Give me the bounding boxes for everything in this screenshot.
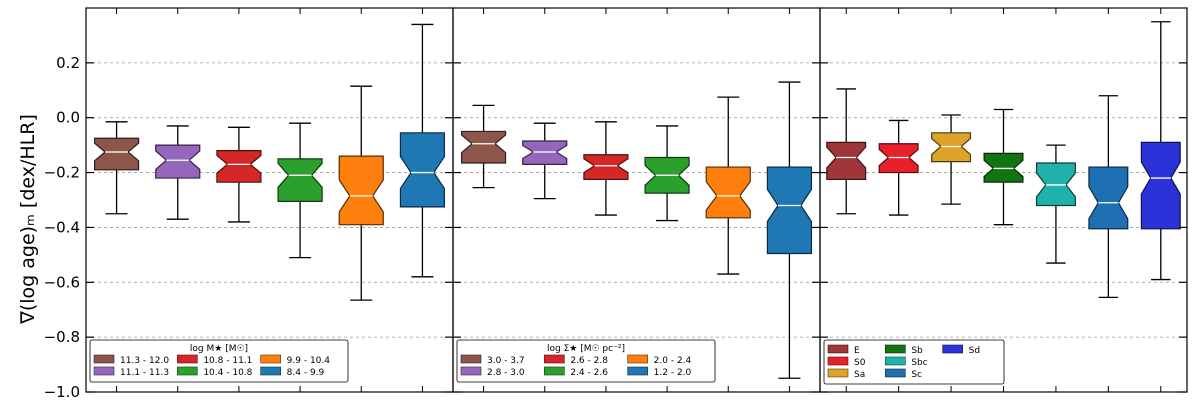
y-tick-label: 0.0 — [56, 109, 80, 127]
axes-frames — [85, 7, 1188, 393]
box-E — [826, 88, 867, 215]
box-10-4-10-8 — [277, 122, 323, 259]
box-9-9-10-4 — [338, 85, 384, 301]
legend-label: Sd — [969, 346, 980, 356]
legend-swatch — [93, 354, 115, 364]
legend-swatch — [177, 354, 198, 364]
box-body — [277, 158, 323, 202]
box-body — [338, 155, 384, 226]
y-tick-label: −0.6 — [44, 273, 80, 291]
legend-swatch — [544, 366, 565, 376]
legend-label: Sbc — [911, 358, 927, 368]
box-2-0-2-4 — [705, 96, 751, 275]
legend-swatch — [827, 344, 849, 354]
box-body — [766, 166, 813, 255]
legend-label: 2.8 - 3.0 — [487, 368, 525, 378]
box-2-8-3-0 — [522, 122, 568, 200]
box-Sa — [931, 114, 972, 205]
legend-label: 1.2 - 2.0 — [654, 368, 692, 378]
box-body — [216, 150, 262, 183]
box-body — [155, 144, 201, 179]
y-tick-label: −1.0 — [44, 383, 80, 401]
legend-swatch — [942, 344, 963, 354]
box-Sb — [983, 108, 1024, 226]
box-body — [878, 143, 919, 174]
legend-panel-2: log Σ★ [M☉ pc⁻²] 3.0 - 3.7 2.8 - 3.0 2.6 - … — [456, 339, 716, 383]
box-body — [931, 132, 972, 163]
panel-frame — [452, 7, 821, 393]
box-10-8-11-1 — [216, 126, 262, 223]
legend-swatch — [627, 354, 648, 364]
box-1-2-2-0 — [766, 81, 813, 379]
legend-label: 2.6 - 2.8 — [570, 356, 608, 366]
legend-swatch — [544, 354, 565, 364]
legends: log M★ [M☉] 11.3 - 12.0 11.1 - 11.3 10.8 - … — [89, 339, 1005, 385]
box-layer — [93, 21, 1181, 379]
legend-label: 2.0 - 2.4 — [654, 356, 692, 366]
legend-swatch — [885, 356, 906, 366]
legend-title: log M★ [M☉] — [190, 344, 248, 354]
legend-title: log Σ★ [M☉ pc⁻²] — [547, 344, 625, 354]
legend-swatch — [260, 354, 281, 364]
box-8-4-9-9 — [399, 23, 446, 278]
y-tick-label: −0.4 — [44, 218, 80, 236]
legend-box — [89, 339, 349, 383]
box-body — [399, 132, 446, 208]
legend-swatch — [260, 366, 281, 376]
legend-label: 11.1 - 11.3 — [120, 368, 169, 378]
box-body — [1035, 162, 1076, 207]
box-body — [1140, 141, 1181, 230]
box-2-4-2-6 — [644, 125, 690, 222]
legend-label: Sb — [911, 346, 923, 356]
legend-label: 11.3 - 12.0 — [120, 356, 169, 366]
legend-label: 8.4 - 9.9 — [287, 368, 325, 378]
box-2-6-2-8 — [583, 121, 629, 216]
box-S0 — [878, 119, 919, 216]
grid-lines — [86, 62, 1187, 338]
box-body — [460, 130, 507, 164]
legend-swatch — [885, 344, 906, 354]
box-Sd — [1140, 21, 1181, 281]
legend-label: Sa — [854, 370, 865, 380]
legend-label: 10.4 - 10.8 — [203, 368, 252, 378]
legend-label: S0 — [854, 358, 866, 368]
box-11-1-11-3 — [155, 125, 201, 220]
legend-swatch — [827, 368, 849, 378]
box-Sc — [1088, 95, 1129, 299]
legend-swatch — [627, 366, 648, 376]
box-body — [583, 154, 629, 181]
box-body — [826, 141, 867, 181]
panel-frame — [85, 7, 454, 393]
legend-swatch — [460, 366, 482, 376]
legend-swatch — [885, 368, 906, 378]
legend-swatch — [177, 366, 198, 376]
legend-swatch — [93, 366, 115, 376]
legend-panel-3: E S0 Sa Sb Sbc Sc Sd — [823, 339, 1005, 385]
y-axis-label: ∇(log age)ₘ [dex/HLR] — [17, 114, 39, 325]
box-body — [705, 166, 751, 219]
box-11-3-12-0 — [93, 121, 140, 215]
box-body — [93, 137, 140, 171]
legend-label: 3.0 - 3.7 — [487, 356, 525, 366]
legend-label: 10.8 - 11.1 — [203, 356, 252, 366]
legend-swatch — [827, 356, 849, 366]
y-tick-label: 0.2 — [56, 54, 80, 72]
legend-panel-1: log M★ [M☉] 11.3 - 12.0 11.1 - 11.3 10.8 - … — [89, 339, 349, 383]
box-body — [983, 152, 1024, 183]
legend-label: 2.4 - 2.6 — [570, 368, 608, 378]
legend-swatch — [460, 354, 482, 364]
legend-label: Sc — [911, 370, 922, 380]
legend-label: E — [854, 346, 860, 356]
legend-label: 9.9 - 10.4 — [287, 356, 331, 366]
box-body — [522, 140, 568, 165]
box-body — [1088, 166, 1129, 230]
y-tick-label: −0.2 — [44, 164, 80, 182]
box-Sbc — [1035, 144, 1076, 264]
legend-box — [456, 339, 716, 383]
y-tick-label: −0.8 — [44, 328, 80, 346]
y-axis-ticks: 0.2 0.0 −0.2 −0.4 −0.6 −0.8 −1.0 — [44, 54, 80, 401]
box-3-0-3-7 — [460, 104, 507, 189]
